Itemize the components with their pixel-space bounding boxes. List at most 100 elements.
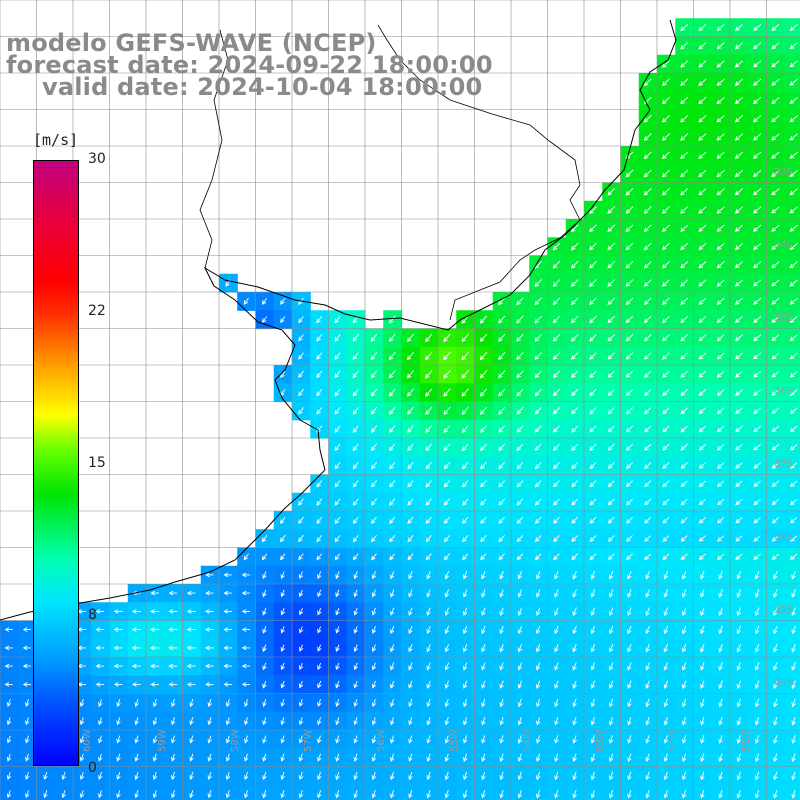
wind-arrow: [388, 333, 396, 342]
wind-arrow: [627, 589, 632, 598]
wind-arrow: [589, 315, 597, 324]
wind-arrow: [607, 187, 616, 196]
wind-arrow: [645, 789, 650, 799]
wind-arrow: [241, 609, 250, 614]
wind-arrow: [700, 570, 705, 580]
wind-arrow: [625, 407, 634, 415]
wind-arrow: [317, 699, 322, 707]
wind-arrow: [771, 553, 780, 560]
wind-cell: [638, 365, 658, 384]
wind-arrow: [316, 480, 323, 488]
wind-arrow: [534, 352, 542, 360]
wind-arrow: [408, 698, 413, 708]
wind-arrow: [116, 698, 121, 708]
wind-cell: [748, 219, 768, 238]
wind-arrow: [499, 698, 504, 708]
wind-arrow: [335, 717, 340, 726]
wind-arrow: [734, 261, 743, 269]
wind-arrow: [791, 662, 796, 671]
wind-cell: [584, 438, 603, 457]
wind-arrow: [352, 407, 359, 415]
wind-arrow: [481, 625, 486, 635]
wind-arrow: [590, 735, 596, 744]
wind-cell: [492, 456, 512, 476]
wind-arrow: [589, 224, 597, 233]
wind-arrow: [661, 187, 670, 196]
wind-arrow: [789, 517, 798, 524]
wind-arrow: [643, 315, 652, 324]
wind-arrow: [791, 680, 796, 690]
wind-arrow: [390, 607, 395, 616]
wind-arrow: [499, 589, 504, 598]
wind-arrow: [316, 407, 323, 415]
wind-arrow: [736, 771, 742, 781]
wind-arrow: [22, 663, 31, 669]
wind-arrow: [408, 717, 413, 726]
wind-arrow: [627, 735, 632, 744]
lon-label-58w: 58W: [230, 729, 241, 752]
wind-arrow: [298, 498, 304, 506]
wind-arrow: [736, 570, 742, 580]
wind-arrow: [280, 753, 285, 762]
wind-arrow: [644, 443, 652, 451]
wind-cell: [638, 73, 658, 92]
wind-arrow: [298, 553, 304, 561]
wind-cell: [711, 109, 731, 129]
wind-arrow: [189, 698, 194, 708]
wind-arrow: [607, 242, 616, 251]
wind-arrow: [771, 480, 780, 487]
wind-arrow: [700, 643, 705, 653]
wind-arrow: [223, 572, 232, 578]
wind-arrow: [771, 151, 780, 159]
wind-arrow: [25, 717, 30, 726]
wind-cell: [474, 474, 494, 494]
wind-arrow: [334, 370, 341, 379]
wind-cell: [620, 328, 640, 348]
wind-arrow: [25, 735, 30, 744]
wind-arrow: [425, 333, 433, 343]
wind-arrow: [352, 498, 359, 506]
wind-arrow: [716, 462, 725, 469]
wind-cell: [730, 346, 749, 366]
wind-arrow: [662, 370, 670, 378]
wind-arrow: [317, 717, 322, 726]
wind-arrow: [734, 206, 743, 214]
wind-cell: [657, 511, 676, 530]
wind-arrow: [625, 279, 634, 287]
wind-cell: [693, 273, 713, 293]
wind-arrow: [662, 480, 670, 488]
wind-arrow: [753, 535, 761, 542]
wind-arrow: [680, 261, 689, 269]
wind-arrow: [425, 388, 433, 397]
wind-arrow: [552, 352, 561, 360]
wind-arrow: [116, 717, 121, 726]
wind-cell: [511, 346, 530, 366]
wind-arrow: [186, 682, 196, 687]
wind-arrow: [534, 370, 542, 379]
wind-arrow: [498, 388, 506, 397]
wind-arrow: [168, 609, 178, 614]
wind-arrow: [113, 645, 123, 651]
wind-arrow: [408, 662, 413, 671]
wind-arrow: [716, 224, 725, 232]
wind-arrow: [298, 753, 304, 762]
wind-arrow: [517, 789, 523, 799]
wind-arrow: [280, 699, 286, 707]
wind-arrow: [789, 78, 798, 86]
wind-arrow: [425, 406, 433, 415]
wind-arrow: [335, 735, 340, 744]
wind-cell: [419, 346, 439, 366]
wind-arrow: [771, 425, 780, 433]
wind-arrow: [150, 609, 160, 614]
wind-cell: [784, 18, 800, 38]
wind-arrow: [534, 407, 542, 415]
wind-arrow: [718, 680, 723, 690]
wind-arrow: [718, 625, 723, 635]
wind-arrow: [662, 407, 670, 415]
wind-arrow: [791, 643, 796, 653]
wind-arrow: [773, 716, 778, 726]
wind-arrow: [789, 24, 798, 31]
wind-arrow: [754, 771, 760, 781]
wind-arrow: [370, 388, 378, 397]
colorbar: [33, 160, 79, 766]
